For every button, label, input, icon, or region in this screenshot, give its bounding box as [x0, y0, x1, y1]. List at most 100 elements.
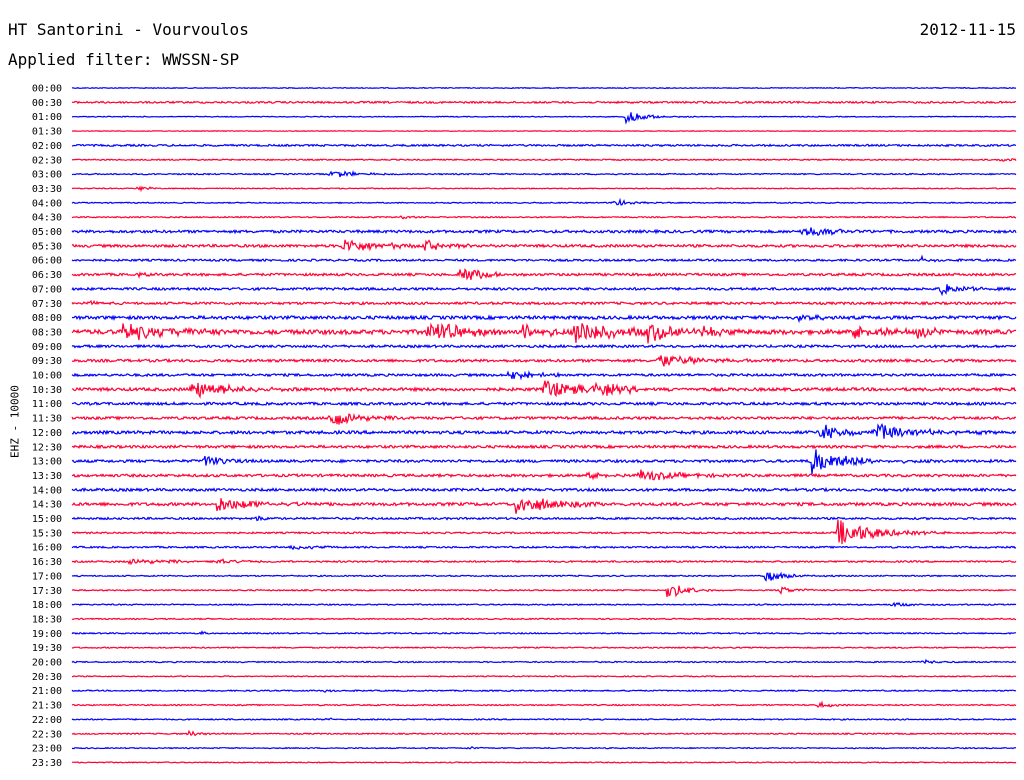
row-time-label: 15:30: [32, 528, 62, 539]
seismic-trace-1330: [71, 469, 1017, 481]
seismic-trace-1530: [71, 519, 1017, 545]
seismic-trace-0200: [71, 143, 1017, 148]
seismic-trace-1400: [71, 486, 1017, 493]
seismic-trace-1230: [71, 443, 1017, 450]
row-time-label: 22:00: [32, 715, 62, 726]
seismic-trace-0930: [71, 354, 1017, 367]
seismic-trace-0500: [71, 227, 1017, 237]
seismic-trace-2000: [71, 658, 1017, 665]
seismic-trace-1800: [71, 601, 1017, 608]
row-time-label: 12:30: [32, 442, 62, 453]
row-time-label: 19:00: [32, 629, 62, 640]
seismic-trace-0530: [71, 239, 1017, 252]
seismic-trace-0300: [71, 170, 1017, 178]
row-time-label: 10:30: [32, 385, 62, 396]
row-time-label: 17:00: [32, 571, 62, 582]
seismic-trace-0900: [71, 343, 1017, 349]
seismic-trace-0600: [71, 254, 1017, 263]
seismic-trace-1930: [71, 646, 1017, 650]
seismic-trace-0230: [71, 158, 1017, 162]
row-time-label: 09:00: [32, 342, 62, 353]
seismic-trace-2030: [71, 675, 1017, 678]
row-time-label: 08:30: [32, 327, 62, 338]
row-time-label: 07:00: [32, 284, 62, 295]
seismic-trace-1200: [71, 422, 1017, 439]
seismic-trace-0400: [71, 197, 1017, 206]
seismic-trace-0830: [71, 322, 1017, 344]
row-time-label: 21:00: [32, 686, 62, 697]
seismic-trace-1730: [71, 585, 1017, 598]
row-time-label: 13:30: [32, 471, 62, 482]
seismic-trace-0430: [71, 215, 1017, 220]
row-time-label: 23:00: [32, 744, 62, 755]
row-time-label: 05:00: [32, 227, 62, 238]
seismic-trace-0630: [71, 268, 1017, 281]
seismic-trace-2230: [71, 729, 1017, 737]
row-time-label: 04:00: [32, 198, 62, 209]
row-time-label: 00:30: [32, 98, 62, 109]
seismic-trace-0100: [71, 112, 1017, 125]
row-time-label: 20:00: [32, 658, 62, 669]
seismic-trace-1030: [71, 380, 1017, 399]
seismic-trace-2130: [71, 700, 1017, 709]
seismic-trace-2330: [71, 761, 1017, 764]
seismic-trace-0730: [71, 299, 1017, 306]
seismic-trace-1130: [71, 412, 1017, 425]
seismic-trace-2300: [71, 746, 1017, 750]
row-time-label: 23:30: [32, 758, 62, 769]
row-time-label: 08:00: [32, 313, 62, 324]
row-time-label: 04:30: [32, 213, 62, 224]
seismic-trace-1000: [71, 370, 1017, 381]
row-time-label: 09:30: [32, 356, 62, 367]
station-title: HT Santorini - Vourvoulos: [8, 20, 249, 39]
row-time-label: 01:30: [32, 127, 62, 138]
row-time-label: 10:00: [32, 371, 62, 382]
row-time-label: 16:30: [32, 557, 62, 568]
row-time-label: 14:30: [32, 500, 62, 511]
seismic-trace-2200: [71, 717, 1017, 721]
row-time-label: 13:00: [32, 457, 62, 468]
seismic-trace-1100: [71, 400, 1017, 407]
seismic-trace-1630: [71, 558, 1017, 566]
seismic-trace-0030: [71, 100, 1017, 105]
date-label: 2012-11-15: [919, 20, 1016, 39]
row-time-label: 00:00: [32, 84, 62, 95]
row-time-label: 02:00: [32, 141, 62, 152]
row-time-label: 07:30: [32, 299, 62, 310]
row-time-label: 11:30: [32, 414, 62, 425]
row-time-label: 18:30: [32, 614, 62, 625]
seismic-trace-1830: [71, 617, 1016, 621]
seismic-trace-0330: [71, 185, 1017, 193]
row-time-label: 16:00: [32, 543, 62, 554]
row-time-label: 01:00: [32, 112, 62, 123]
seismic-trace-1300: [71, 449, 1017, 475]
row-time-label: 15:00: [32, 514, 62, 525]
row-time-label: 14:00: [32, 485, 62, 496]
seismic-trace-1900: [71, 630, 1016, 636]
row-time-label: 06:00: [32, 256, 62, 267]
seismic-trace-0000: [71, 86, 1016, 90]
seismic-trace-1600: [71, 544, 1017, 551]
seismic-trace-1430: [71, 498, 1017, 514]
seismic-trace-0800: [71, 313, 1017, 324]
row-time-label: 05:30: [32, 241, 62, 252]
row-time-label: 18:00: [32, 600, 62, 611]
row-time-label: 03:30: [32, 184, 62, 195]
row-time-label: 19:30: [32, 643, 62, 654]
row-time-label: 11:00: [32, 399, 62, 410]
seismic-trace-0700: [71, 284, 1017, 297]
seismic-trace-2100: [71, 689, 1017, 693]
seismic-trace-1500: [71, 515, 1017, 522]
filter-label: Applied filter: WWSSN-SP: [8, 50, 240, 69]
row-time-label: 21:30: [32, 701, 62, 712]
row-time-label: 17:30: [32, 586, 62, 597]
row-time-label: 22:30: [32, 729, 62, 740]
row-time-label: 12:00: [32, 428, 62, 439]
row-time-label: 20:30: [32, 672, 62, 683]
seismic-trace-0130: [71, 130, 1017, 132]
seismic-trace-1700: [71, 571, 1017, 582]
row-time-label: 03:00: [32, 170, 62, 181]
row-time-label: 06:30: [32, 270, 62, 281]
row-time-label: 02:30: [32, 155, 62, 166]
